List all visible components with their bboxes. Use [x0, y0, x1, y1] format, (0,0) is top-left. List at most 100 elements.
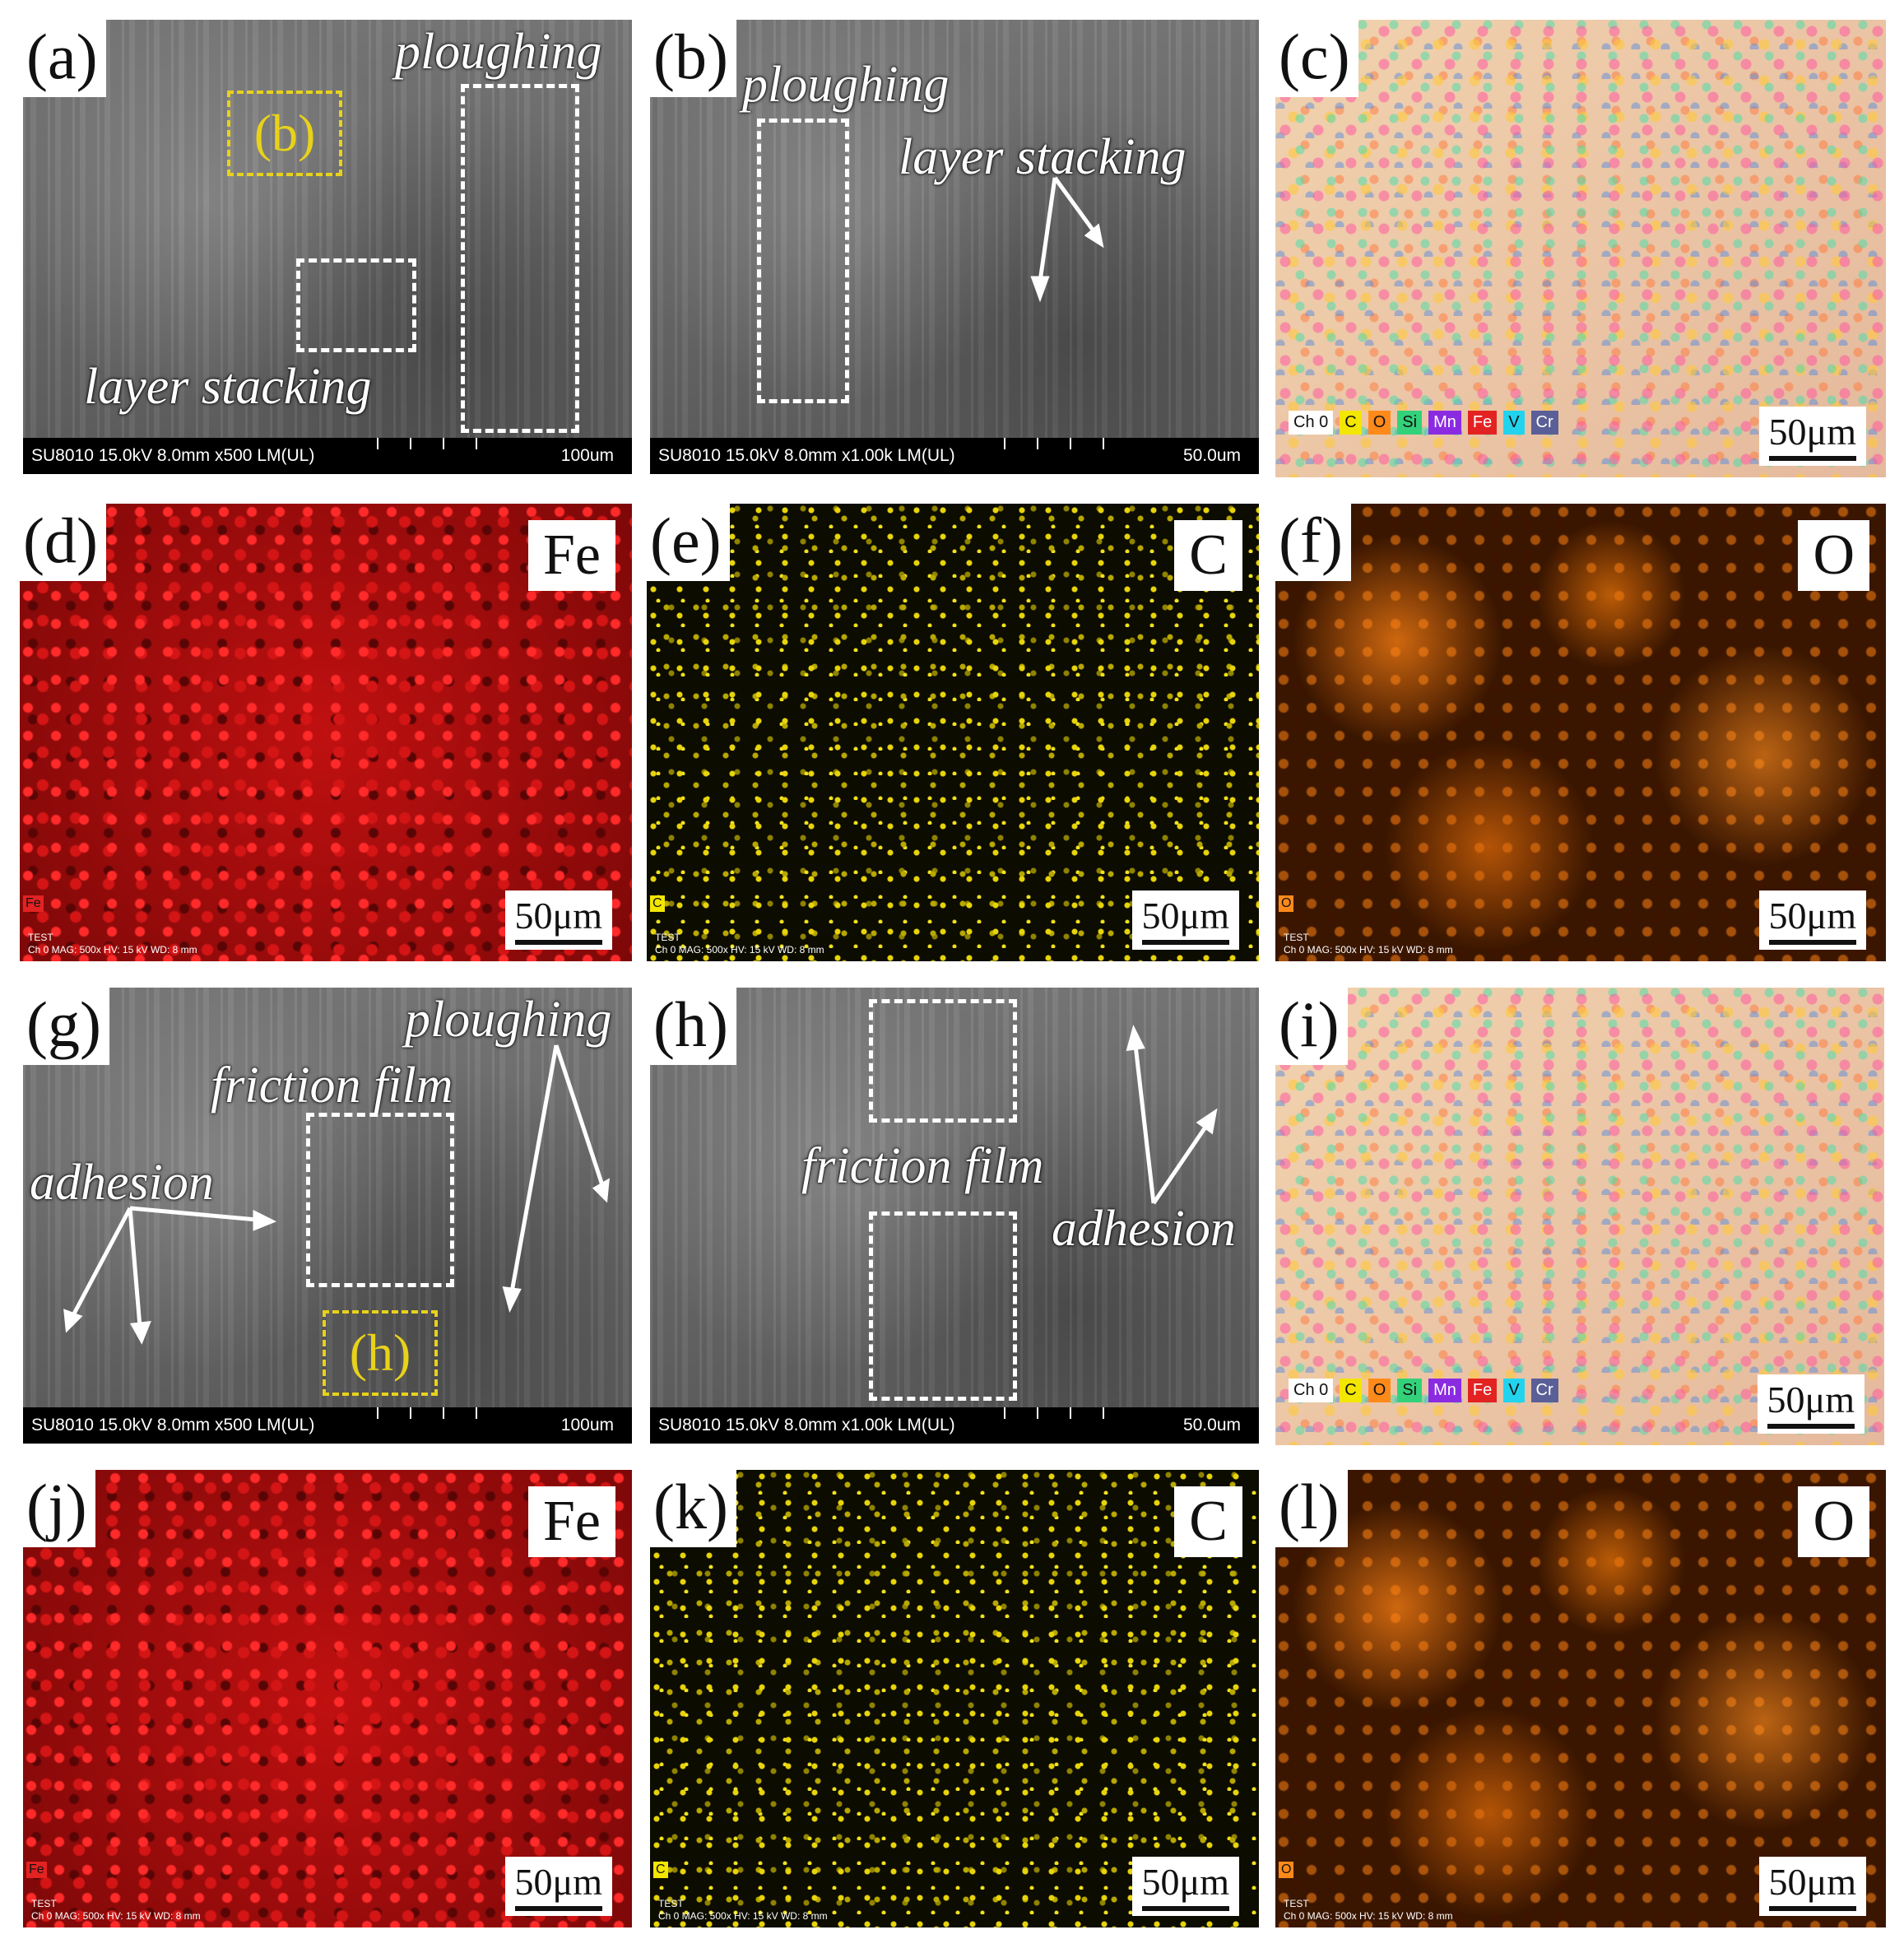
- legend-fe-i: Fe: [1467, 1379, 1498, 1402]
- note-adhesion-g: adhesion: [30, 1155, 214, 1211]
- layer-stacking-box-a: [296, 258, 416, 352]
- sem-scale-g: 100um: [560, 1416, 614, 1435]
- note-layer-stacking-b: layer stacking: [899, 129, 1187, 185]
- scale-label-l: 50μm: [1768, 1861, 1856, 1903]
- sem-info-h: SU8010 15.0kV 8.0mm x1.00k LM(UL): [658, 1416, 955, 1435]
- sem-info-b: SU8010 15.0kV 8.0mm x1.00k LM(UL): [658, 446, 955, 465]
- panel-label-a: (a): [23, 20, 106, 97]
- inset-b-box: (b): [227, 91, 342, 176]
- friction-film-box-g: [306, 1113, 454, 1287]
- scale-label-f: 50μm: [1768, 895, 1856, 937]
- sem-panel-a: (a) ploughing layer stacking (b) SU8010 …: [23, 20, 632, 474]
- legend-cr-c: Cr: [1530, 411, 1558, 435]
- scale-label-j: 50μm: [514, 1861, 602, 1903]
- element-label-k: C: [1174, 1486, 1242, 1557]
- scale-ticks-a: [377, 438, 509, 449]
- panel-label-d: (d): [20, 504, 106, 581]
- meta-f-1: TEST: [1284, 932, 1309, 943]
- panel-label-b: (b): [650, 20, 736, 97]
- legend-ch0-i: Ch 0: [1289, 1379, 1334, 1402]
- meta-d-1: TEST: [28, 932, 53, 943]
- channel-label-d: Fe: [23, 895, 44, 912]
- panel-label-l: (l): [1275, 1470, 1348, 1547]
- legend-o-c: O: [1368, 411, 1391, 435]
- eds-map-panel-k: (k) C C TEST Ch 0 MAG: 500x HV: 15 kV WD…: [650, 1470, 1259, 1927]
- panel-label-e: (e): [647, 504, 730, 581]
- meta-d: TEST Ch 0 MAG: 500x HV: 15 kV WD: 8 mm: [28, 932, 197, 956]
- eds-map-panel-c: (c) Ch 0 C O Si Mn Fe V Cr 50μm: [1275, 20, 1886, 477]
- channel-label-j: Fe: [26, 1862, 47, 1878]
- scale-bar-d: 50μm: [504, 890, 612, 950]
- meta-k-1: TEST: [658, 1898, 684, 1909]
- panel-label-h: (h): [650, 988, 736, 1065]
- sem-info-bar-g: SU8010 15.0kV 8.0mm x500 LM(UL) 100um: [23, 1407, 632, 1444]
- meta-j: TEST Ch 0 MAG: 500x HV: 15 kV WD: 8 mm: [31, 1898, 201, 1923]
- panel-label-k: (k): [650, 1470, 736, 1547]
- sem-info-g: SU8010 15.0kV 8.0mm x500 LM(UL): [31, 1416, 315, 1435]
- scale-bar-k: 50μm: [1131, 1857, 1239, 1916]
- sem-panel-g: (g) ploughing friction film adhesion (h)…: [23, 988, 632, 1444]
- ploughing-box-b: [757, 119, 849, 403]
- note-ploughing-g: ploughing: [405, 992, 612, 1048]
- element-label-e: C: [1174, 520, 1242, 591]
- legend-ch0-c: Ch 0: [1289, 411, 1334, 435]
- scale-bar-f: 50μm: [1758, 890, 1866, 950]
- panel-label-g: (g): [23, 988, 109, 1065]
- sem-panel-h: (h) friction film adhesion SU8010 15.0kV…: [650, 988, 1259, 1444]
- panel-label-j: (j): [23, 1470, 95, 1547]
- eds-map-panel-i: (i) Ch 0 C O Si Mn Fe V Cr 50μm: [1275, 988, 1884, 1445]
- element-legend-i: Ch 0 C O Si Mn Fe V Cr: [1289, 1379, 1558, 1402]
- inset-h-label: (h): [349, 1323, 411, 1382]
- sem-info-bar-a: SU8010 15.0kV 8.0mm x500 LM(UL) 100um: [23, 438, 632, 474]
- legend-mn-c: Mn: [1428, 411, 1461, 435]
- scale-ticks-h: [1004, 1407, 1135, 1419]
- legend-c-c: C: [1340, 411, 1362, 435]
- scale-bar-c: 50μm: [1758, 407, 1866, 466]
- scale-label-i: 50μm: [1767, 1379, 1855, 1421]
- legend-o-i: O: [1368, 1379, 1391, 1402]
- note-friction-film-g: friction film: [211, 1058, 453, 1114]
- panel-label-c: (c): [1275, 20, 1358, 97]
- meta-l-2: Ch 0 MAG: 500x HV: 15 kV WD: 8 mm: [1284, 1910, 1453, 1922]
- eds-map-panel-l: (l) O O TEST Ch 0 MAG: 500x HV: 15 kV WD…: [1275, 1470, 1886, 1927]
- inset-b-label: (b): [253, 104, 316, 162]
- scale-label-k: 50μm: [1141, 1861, 1229, 1903]
- legend-cr-i: Cr: [1530, 1379, 1558, 1402]
- eds-map-panel-j: (j) Fe Fe TEST Ch 0 MAG: 500x HV: 15 kV …: [23, 1470, 632, 1927]
- scale-label-c: 50μm: [1768, 411, 1856, 453]
- eds-map-panel-e: (e) C C TEST Ch 0 MAG: 500x HV: 15 kV WD…: [647, 504, 1259, 961]
- panel-label-i: (i): [1275, 988, 1348, 1065]
- sem-scale-b: 50.0um: [1182, 446, 1241, 465]
- scale-label-e: 50μm: [1141, 895, 1229, 937]
- eds-map-panel-f: (f) O O TEST Ch 0 MAG: 500x HV: 15 kV WD…: [1275, 504, 1886, 961]
- scale-ticks-b: [1004, 438, 1135, 449]
- meta-j-1: TEST: [31, 1898, 57, 1909]
- element-label-d: Fe: [528, 520, 615, 591]
- note-adhesion-h: adhesion: [1052, 1201, 1236, 1257]
- scale-ticks-g: [377, 1407, 509, 1419]
- legend-si-c: Si: [1397, 411, 1423, 435]
- scale-bar-i: 50μm: [1757, 1374, 1865, 1434]
- legend-c-i: C: [1340, 1379, 1362, 1402]
- element-label-f: O: [1798, 520, 1869, 591]
- friction-film-box-h-top: [869, 999, 1017, 1123]
- sem-scale-h: 50.0um: [1182, 1416, 1241, 1435]
- inset-h-box: (h): [323, 1310, 438, 1396]
- legend-v-i: V: [1503, 1379, 1525, 1402]
- scale-bar-e: 50μm: [1131, 890, 1239, 950]
- legend-fe-c: Fe: [1467, 411, 1498, 435]
- meta-l-1: TEST: [1284, 1898, 1309, 1909]
- channel-label-e: C: [650, 895, 665, 912]
- channel-label-f: O: [1279, 895, 1294, 912]
- sem-panel-b: (b) ploughing layer stacking SU8010 15.0…: [650, 20, 1259, 474]
- legend-v-c: V: [1503, 411, 1525, 435]
- meta-j-2: Ch 0 MAG: 500x HV: 15 kV WD: 8 mm: [31, 1910, 201, 1922]
- panel-label-f: (f): [1275, 504, 1351, 581]
- note-ploughing-b: ploughing: [742, 57, 950, 113]
- legend-mn-i: Mn: [1428, 1379, 1461, 1402]
- element-legend-c: Ch 0 C O Si Mn Fe V Cr: [1289, 411, 1558, 435]
- meta-f: TEST Ch 0 MAG: 500x HV: 15 kV WD: 8 mm: [1284, 932, 1453, 956]
- arrows-b: [1030, 176, 1104, 303]
- meta-f-2: Ch 0 MAG: 500x HV: 15 kV WD: 8 mm: [1284, 944, 1453, 956]
- sem-scale-a: 100um: [560, 446, 614, 465]
